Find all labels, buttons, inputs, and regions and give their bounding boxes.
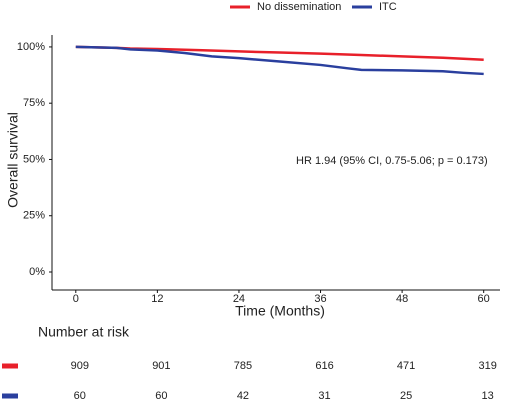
risk-count: 471 bbox=[397, 360, 415, 372]
x-tick-label: 0 bbox=[73, 293, 79, 305]
risk-count: 616 bbox=[315, 360, 333, 372]
y-tick-label: 25% bbox=[23, 210, 45, 222]
x-axis-title: Time (Months) bbox=[235, 303, 325, 319]
risk-count: 785 bbox=[234, 360, 252, 372]
y-tick-label: 75% bbox=[23, 97, 45, 109]
legend-label: No dissemination bbox=[257, 1, 341, 13]
y-tick-label: 0% bbox=[29, 266, 45, 278]
x-tick-label: 60 bbox=[478, 293, 490, 305]
x-tick-label: 12 bbox=[151, 293, 163, 305]
survival-curve bbox=[75, 45, 484, 76]
risk-count: 909 bbox=[71, 360, 89, 372]
risk-count: 60 bbox=[155, 390, 167, 400]
annotation: HR 1.94 (95% CI, 0.75-5.06; p = 0.173) bbox=[296, 155, 488, 167]
risk-count: 60 bbox=[74, 390, 86, 400]
y-axis-title: Overall survival bbox=[5, 112, 21, 208]
risk-count: 42 bbox=[237, 390, 249, 400]
x-tick-label: 48 bbox=[396, 293, 408, 305]
y-tick-label: 100% bbox=[17, 41, 45, 53]
legend-label: ITC bbox=[379, 1, 397, 13]
y-tick-label: 50% bbox=[23, 153, 45, 165]
risk-count: 901 bbox=[152, 360, 170, 372]
risk-table-title: Number at risk bbox=[38, 324, 130, 340]
x-tick-label: 36 bbox=[314, 293, 326, 305]
x-tick-label: 24 bbox=[233, 293, 245, 305]
risk-count: 319 bbox=[479, 360, 497, 372]
risk-count: 13 bbox=[482, 390, 494, 400]
risk-count: 31 bbox=[318, 390, 330, 400]
risk-count: 25 bbox=[400, 390, 412, 400]
